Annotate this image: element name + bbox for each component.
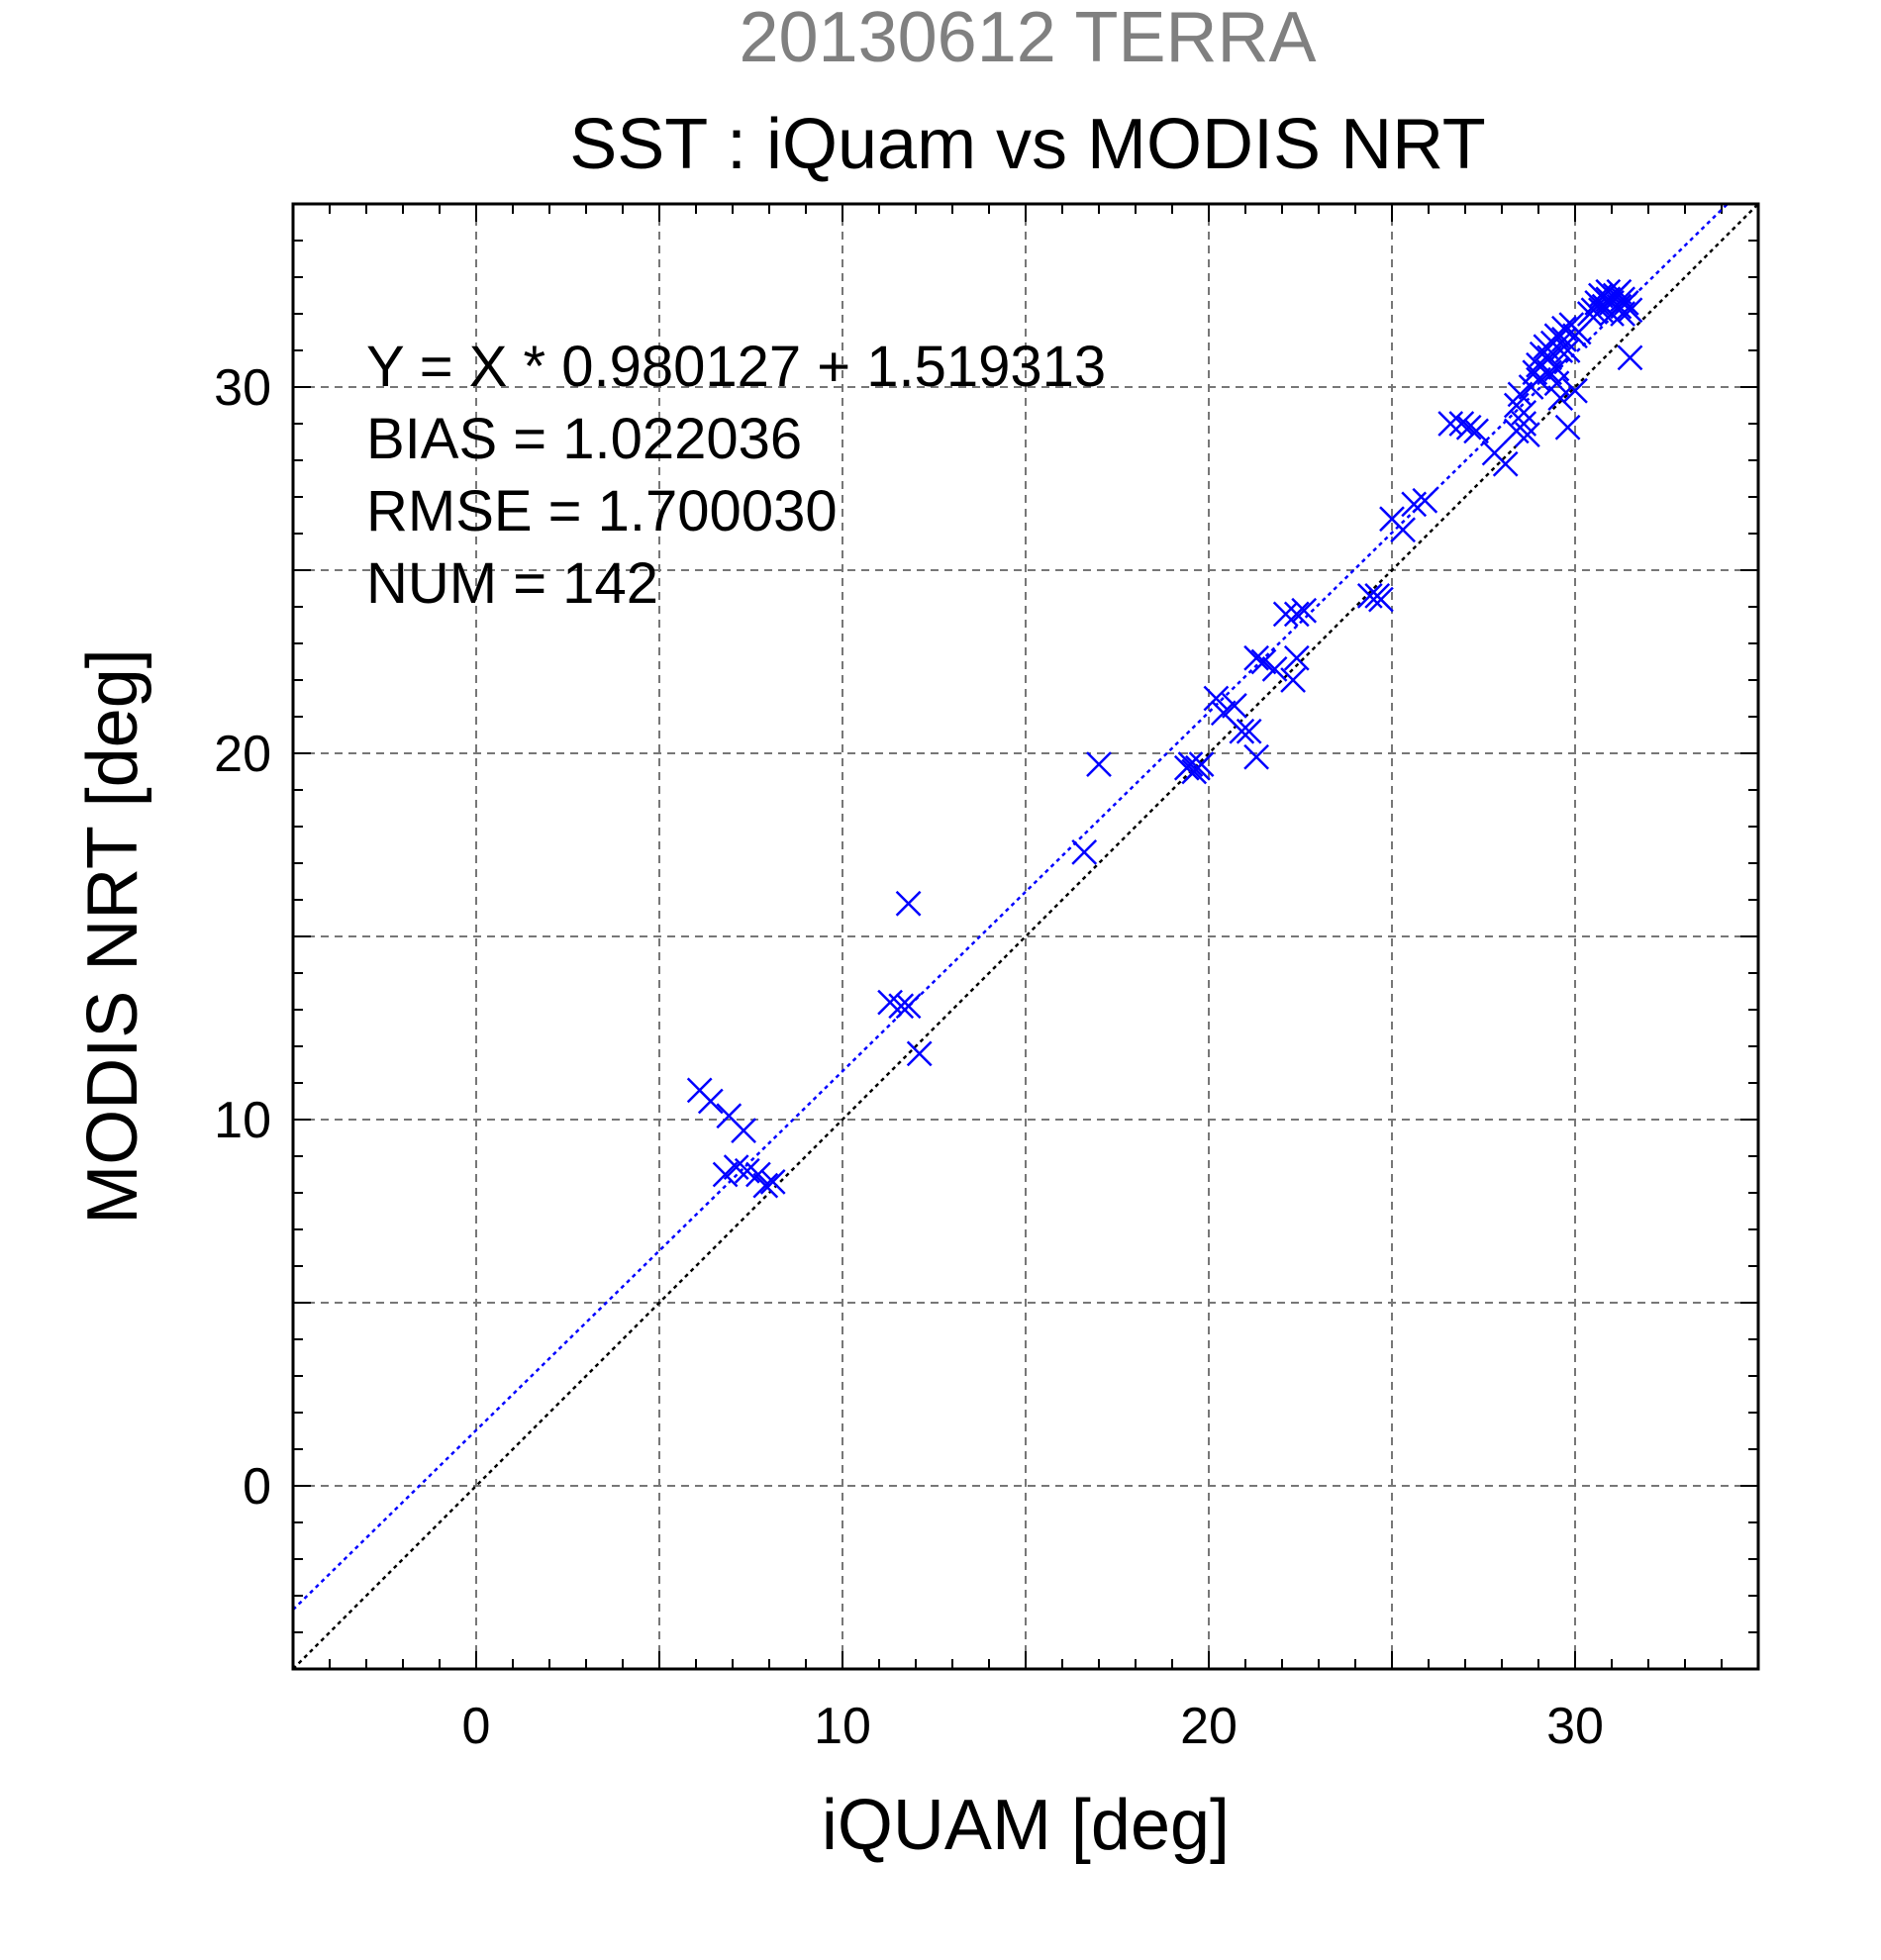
data-point-marker xyxy=(1554,338,1581,363)
data-point-marker xyxy=(1236,718,1262,744)
x-tick-label: 0 xyxy=(462,1698,491,1755)
data-point-marker xyxy=(752,1172,779,1199)
data-point-marker xyxy=(1492,450,1519,477)
data-point-marker xyxy=(1617,297,1643,324)
x-tick-label: 20 xyxy=(1180,1698,1238,1755)
y-tick-label: 30 xyxy=(214,359,271,417)
plot-frame xyxy=(291,202,1760,1671)
data-point-marker xyxy=(1261,656,1288,682)
grid-lines xyxy=(293,204,1758,1669)
data-point-marker xyxy=(1203,685,1230,712)
data-point-marker xyxy=(1554,414,1581,441)
data-point-marker xyxy=(1515,422,1540,447)
data-point-marker xyxy=(895,993,922,1020)
data-point-marker xyxy=(1283,644,1310,671)
data-point-marker xyxy=(1243,644,1269,671)
data-point-marker xyxy=(1448,411,1475,437)
stats-annotation: Y = X * 0.980127 + 1.519313 BIAS = 1.022… xyxy=(366,335,1106,616)
minor-ticks xyxy=(292,203,1759,1670)
identity-line xyxy=(292,203,1759,1670)
y-axis-label: MODIS NRT [deg] xyxy=(73,648,152,1225)
x-tick-label: 10 xyxy=(814,1698,871,1755)
x-tick-label: 30 xyxy=(1546,1698,1604,1755)
data-point-marker xyxy=(1562,377,1588,404)
fit-line xyxy=(292,203,1729,1612)
chart-suptitle: 20130612 TERRA xyxy=(739,0,1316,77)
data-point-marker xyxy=(712,1161,739,1188)
data-point-marker xyxy=(1463,418,1489,444)
data-point-marker xyxy=(731,1118,756,1143)
data-point-marker xyxy=(895,890,922,917)
data-point-marker xyxy=(1291,597,1318,624)
data-point-marker xyxy=(1617,344,1643,371)
data-point-marker xyxy=(1086,751,1112,777)
data-point-marker xyxy=(1543,370,1570,397)
y-tick-label: 20 xyxy=(214,726,271,783)
stats-num: NUM = 142 xyxy=(366,551,658,616)
data-point-marker xyxy=(1455,414,1482,441)
data-point-marker xyxy=(759,1169,786,1195)
data-point-marker xyxy=(1283,601,1310,628)
data-point-marker xyxy=(1613,290,1639,316)
data-point-marker xyxy=(906,1040,933,1067)
y-tick-label: 10 xyxy=(214,1092,271,1149)
data-point-marker xyxy=(1243,743,1269,770)
data-point-marker xyxy=(1565,319,1592,345)
data-point-marker xyxy=(745,1161,771,1188)
data-point-marker xyxy=(1511,400,1537,426)
chart-title: SST : iQuam vs MODIS NRT xyxy=(569,105,1486,184)
data-point-marker xyxy=(1229,718,1255,744)
data-point-marker xyxy=(1280,667,1306,693)
x-axis-label: iQUAM [deg] xyxy=(822,1786,1230,1865)
stats-regression: Y = X * 0.980127 + 1.519313 xyxy=(366,335,1106,399)
data-point-marker xyxy=(1536,344,1562,371)
tick-labels: 0 10 20 30 0 10 20 30 xyxy=(214,359,1604,1755)
data-point-marker xyxy=(1551,315,1577,342)
y-tick-label: 0 xyxy=(243,1458,271,1516)
data-point-marker xyxy=(1222,693,1247,719)
data-point-marker xyxy=(1390,517,1416,543)
data-point-marker xyxy=(1177,751,1204,777)
data-point-marker xyxy=(1547,385,1574,411)
data-point-marker xyxy=(1071,839,1098,865)
data-point-marker xyxy=(1250,648,1277,675)
data-point-marker xyxy=(697,1088,724,1115)
data-point-marker xyxy=(1412,487,1438,514)
stats-rmse: RMSE = 1.700030 xyxy=(366,479,838,543)
data-point-marker xyxy=(888,993,915,1020)
data-point-marker xyxy=(1606,278,1633,305)
data-markers xyxy=(686,278,1643,1199)
data-point-marker xyxy=(1188,751,1215,777)
data-point-marker xyxy=(1368,586,1394,613)
stats-bias: BIAS = 1.022036 xyxy=(366,407,802,471)
reference-lines xyxy=(292,203,1759,1670)
